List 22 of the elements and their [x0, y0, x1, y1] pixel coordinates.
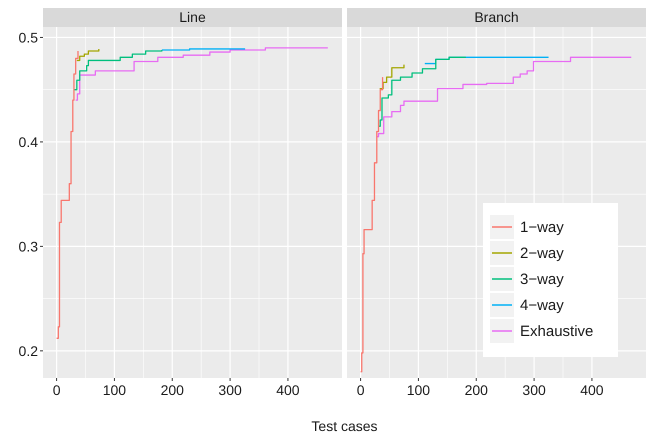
- y-tick-label: 0.2: [18, 342, 38, 359]
- x-tick-label: 400: [580, 382, 604, 398]
- x-tick-label: 0: [356, 382, 365, 398]
- chart-title: Line: [179, 9, 206, 25]
- x-tick-label: 100: [406, 382, 430, 398]
- y-tick-label: 0.5: [18, 29, 38, 46]
- legend-label: 1−way: [520, 219, 564, 236]
- x-tick-label: 200: [160, 382, 184, 398]
- x-axis-title: Test cases: [311, 418, 378, 434]
- x-tick-label: 300: [218, 382, 242, 398]
- x-tick-label: 400: [276, 382, 300, 398]
- x-tick-label: 100: [102, 382, 126, 398]
- x-tick-label: 200: [464, 382, 488, 398]
- legend-label: 4−way: [520, 297, 564, 314]
- y-tick-label: 0.3: [18, 238, 38, 254]
- legend-label: 3−way: [520, 271, 564, 288]
- x-tick-label: 300: [522, 382, 546, 398]
- y-tick-label: 0.4: [18, 134, 38, 150]
- legend-label: Exhaustive: [520, 323, 594, 340]
- legend-label: 2−way: [520, 245, 564, 262]
- x-tick-label: 0: [52, 382, 61, 398]
- chart-title: Branch: [474, 9, 519, 25]
